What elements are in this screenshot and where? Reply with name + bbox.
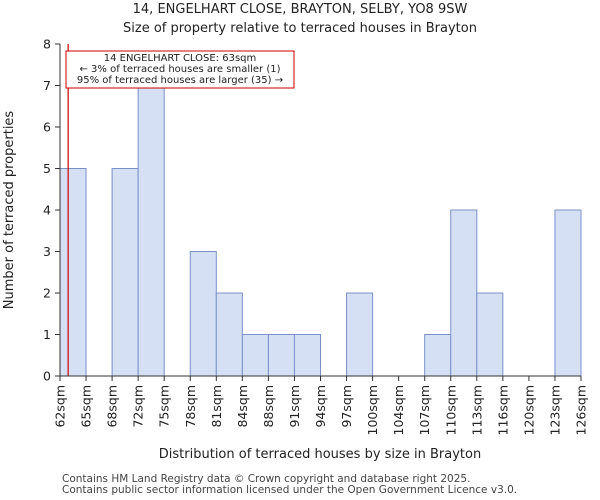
- x-tick-label: 107sqm: [417, 385, 432, 435]
- y-tick-label: 7: [43, 78, 51, 93]
- y-tick-label: 6: [43, 120, 51, 135]
- y-tick-label: 5: [43, 161, 51, 176]
- x-tick-label: 104sqm: [391, 385, 406, 435]
- x-tick-label: 126sqm: [574, 385, 589, 435]
- bar-113sqm: [476, 292, 504, 377]
- bar-110sqm: [450, 209, 478, 377]
- annotation-line-3: 95% of terraced houses are larger (35) →: [77, 75, 283, 86]
- chart-title: 14, ENGELHART CLOSE, BRAYTON, SELBY, YO8…: [133, 2, 468, 17]
- chart-subtitle: Size of property relative to terraced ho…: [123, 21, 477, 36]
- x-tick-label: 97sqm: [339, 385, 354, 428]
- x-tick-label: 65sqm: [79, 385, 94, 428]
- x-tick-label: 113sqm: [469, 385, 484, 435]
- annotation-line-2: ← 3% of terraced houses are smaller (1): [80, 64, 281, 75]
- y-tick-label: 1: [43, 327, 51, 342]
- x-axis-label: Distribution of terraced houses by size …: [159, 447, 481, 462]
- bar-62sqm: [59, 168, 87, 377]
- x-tick-label: 88sqm: [261, 385, 276, 428]
- annotation-box: 14 ENGELHART CLOSE: 63sqm ← 3% of terrac…: [65, 50, 295, 89]
- x-tick-label: 116sqm: [495, 385, 510, 435]
- x-tick-label: 94sqm: [313, 385, 328, 428]
- annotation-frame: [65, 50, 295, 89]
- x-tick-label: 68sqm: [105, 385, 120, 428]
- bar-91sqm: [293, 334, 322, 377]
- bar-97sqm: [346, 292, 374, 377]
- y-tick-label: 4: [43, 203, 51, 218]
- annotation-line-1: 14 ENGELHART CLOSE: 63sqm: [104, 53, 257, 64]
- bar-88sqm: [267, 334, 295, 377]
- y-tick-label: 3: [43, 244, 51, 259]
- y-tick-label: 8: [43, 37, 51, 52]
- x-tick-label: 78sqm: [183, 385, 198, 428]
- x-tick-label: 110sqm: [443, 385, 458, 435]
- bar-123sqm: [554, 209, 582, 377]
- y-tick-label: 0: [43, 369, 51, 384]
- bar-107sqm: [424, 334, 452, 377]
- y-ticks-group: 0 1 2 3 4 5 6 7 8: [43, 37, 60, 384]
- x-tick-label: 84sqm: [235, 385, 250, 428]
- x-ticks-group: 62sqm 65sqm 68sqm 72sqm 75sqm 78sqm 81sqm 84sqm…: [53, 376, 589, 435]
- footer-line-2: Contains public sector information licen…: [62, 484, 518, 496]
- bar-68sqm: [111, 168, 139, 377]
- bar-72sqm: [137, 85, 165, 377]
- x-tick-label: 72sqm: [131, 385, 146, 428]
- bars-group: [59, 85, 582, 377]
- x-tick-label: 62sqm: [53, 385, 68, 428]
- x-tick-label: 120sqm: [521, 385, 536, 435]
- x-tick-label: 123sqm: [547, 385, 562, 435]
- x-tick-label: 100sqm: [365, 385, 380, 435]
- footer-line-1: Contains HM Land Registry data © Crown c…: [62, 473, 471, 485]
- x-tick-label: 91sqm: [287, 385, 302, 428]
- bar-84sqm: [241, 334, 269, 377]
- x-tick-label: 81sqm: [209, 385, 224, 428]
- y-axis-label: Number of terraced properties: [2, 111, 17, 310]
- x-tick-label: 75sqm: [157, 385, 172, 428]
- bar-78sqm: [189, 251, 217, 377]
- bar-81sqm: [215, 292, 243, 377]
- y-tick-label: 2: [43, 286, 51, 301]
